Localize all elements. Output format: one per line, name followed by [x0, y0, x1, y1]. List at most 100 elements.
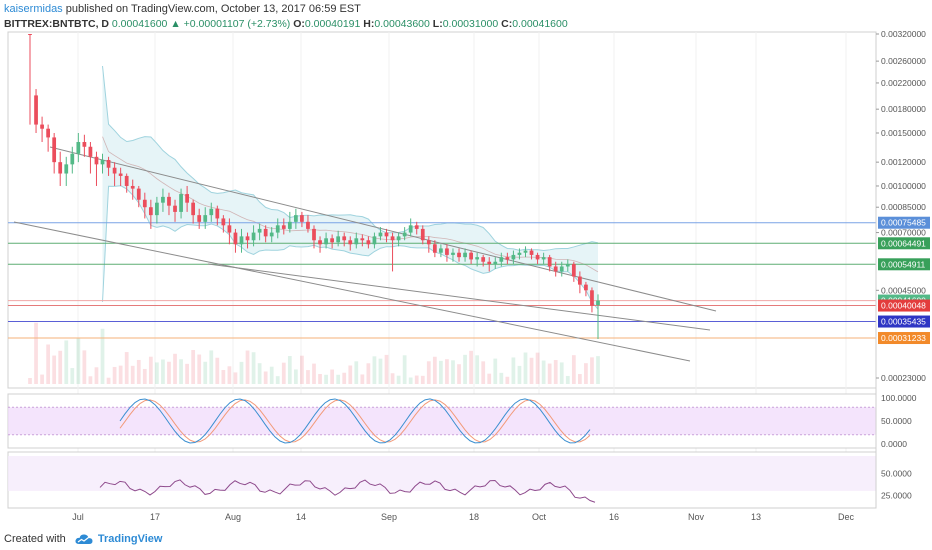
candle-body — [52, 137, 57, 163]
rsi-pane[interactable]: 50.0000 25.0000 — [7, 451, 912, 509]
price-badge — [878, 258, 930, 271]
volume-bar — [487, 373, 492, 384]
volume-bar — [185, 363, 189, 384]
volume-bar — [94, 367, 99, 384]
volume-bar — [106, 377, 111, 384]
candle — [511, 250, 516, 265]
time-axis-label: 17 — [150, 512, 160, 522]
time-axis-label: Sep — [381, 512, 397, 522]
candle-body — [384, 232, 389, 237]
candle-body — [197, 215, 202, 222]
stoch-rsi-pane[interactable]: 100.0000 50.0000 0.0000 — [7, 393, 917, 449]
price-chart[interactable]: 100.0000 50.0000 0.0000 50.0000 25.0000 0.0… — [0, 30, 932, 530]
candle — [269, 227, 274, 243]
candle-body — [511, 254, 516, 260]
candle-body — [439, 248, 443, 253]
volume-bar — [142, 368, 147, 384]
candle — [209, 202, 214, 222]
candle — [263, 225, 268, 243]
publish-line: kaisermidas published on TradingView.com… — [4, 2, 928, 16]
volume-bar — [52, 355, 57, 384]
volume-bar — [517, 365, 522, 384]
candle — [390, 232, 395, 272]
candle-body — [130, 185, 135, 189]
candle — [384, 228, 389, 243]
volume-bar — [287, 356, 292, 384]
volume-bar — [34, 322, 38, 384]
candle — [185, 185, 189, 212]
candle-body — [251, 232, 256, 241]
volume-bar — [233, 372, 238, 384]
volume-bar — [463, 354, 467, 384]
bollinger-upper — [102, 65, 599, 252]
candle — [426, 236, 431, 253]
candle — [88, 142, 93, 174]
candle-body — [457, 252, 461, 258]
candle — [112, 162, 117, 186]
candle-body — [354, 238, 359, 245]
candle — [378, 227, 383, 241]
candle-body — [179, 194, 183, 212]
volume-bar — [100, 328, 105, 384]
volume-bar — [342, 372, 347, 384]
time-axis-label: Nov — [688, 512, 705, 522]
candle — [366, 236, 371, 249]
candle — [221, 215, 226, 233]
candle — [100, 153, 105, 174]
price-axis[interactable]: 0.00320000 0.00260000 0.00220000 0.00180000… — [875, 30, 930, 508]
author-link[interactable]: kaisermidas — [4, 3, 63, 15]
volume-bar — [130, 365, 135, 384]
candle — [505, 252, 510, 265]
high-value: 0.00043600 — [374, 18, 430, 30]
volume-bar — [432, 356, 437, 384]
volume-bar — [112, 366, 117, 384]
footer: Created with TradingView — [4, 530, 162, 548]
candle — [118, 167, 123, 186]
candle — [535, 252, 540, 265]
candle — [590, 287, 594, 313]
candle-body — [451, 252, 455, 255]
main-pane-frame[interactable] — [7, 31, 877, 389]
candle — [463, 248, 467, 262]
candle-body — [167, 196, 171, 206]
candle-body — [565, 264, 570, 267]
volume-bar — [40, 374, 44, 384]
volume-bar — [221, 370, 226, 384]
stoch-d-line — [119, 399, 591, 443]
candle — [324, 232, 328, 249]
candle-body — [541, 257, 546, 260]
candle-body — [191, 202, 196, 216]
candle-body — [293, 215, 298, 222]
time-axis[interactable]: Jul 17 Aug 14 Sep 18 Oct 16 Nov 13 Dec — [8, 507, 876, 522]
candle-body — [324, 238, 328, 245]
volume-bar — [275, 376, 280, 384]
volume-bar — [475, 355, 480, 384]
volume-bar — [584, 363, 588, 384]
candle-body — [257, 228, 262, 233]
candle — [239, 228, 244, 253]
volume-bar — [76, 337, 81, 384]
candle-body — [372, 236, 377, 245]
candle — [167, 192, 171, 216]
candle-body — [124, 175, 129, 186]
candle — [547, 254, 552, 272]
price-badge — [878, 332, 930, 345]
candle-body — [221, 218, 226, 226]
price-axis-label: 0.00220000 — [881, 78, 926, 88]
candle-body — [28, 34, 32, 35]
candle — [402, 227, 407, 241]
candle — [70, 146, 75, 174]
candle — [40, 116, 44, 143]
bollinger-basis — [102, 136, 599, 273]
volume-bar — [263, 371, 268, 384]
volume-bar — [155, 362, 159, 384]
candle — [414, 221, 419, 235]
candle — [251, 225, 256, 247]
volume-bar — [173, 353, 177, 384]
candle-body — [173, 205, 177, 212]
candle — [336, 230, 341, 247]
candle — [306, 215, 310, 233]
tradingview-brand-link[interactable]: TradingView — [97, 533, 163, 545]
tradingview-cloud-icon — [75, 534, 93, 545]
symbol-label: BITTREX:BNTBTC, D — [4, 18, 109, 30]
